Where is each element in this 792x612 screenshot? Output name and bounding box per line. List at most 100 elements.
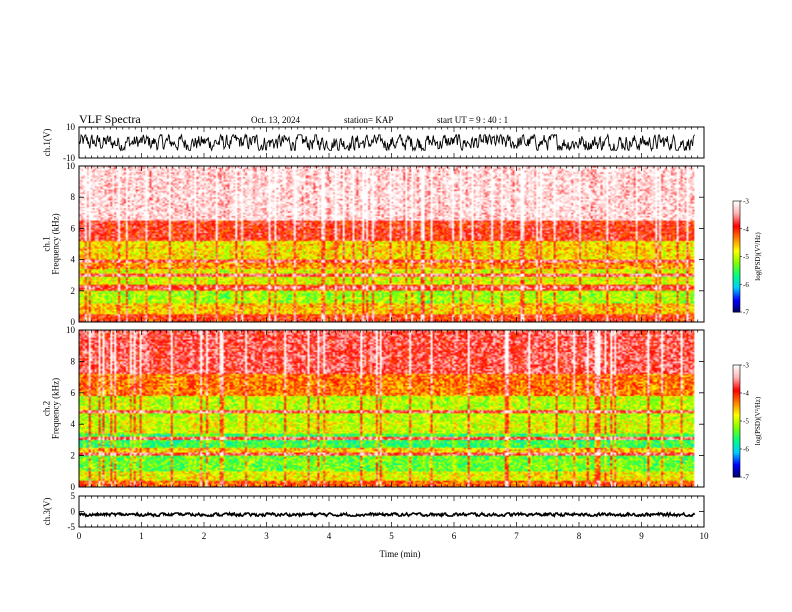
x-tick-label: 2 — [202, 531, 207, 541]
colorbar-swatch — [733, 473, 740, 476]
colorbar-swatch — [733, 286, 740, 289]
colorbar-swatch — [733, 219, 740, 222]
y-axis-label: ch.1 — [42, 236, 52, 251]
colorbar-tick-label: -4 — [743, 225, 749, 233]
colorbar-swatch — [733, 394, 740, 398]
colorbar-swatch — [733, 409, 740, 413]
colorbar-swatch — [733, 422, 740, 426]
colorbar-swatch — [733, 275, 740, 278]
colorbar-swatch — [733, 265, 740, 269]
figure-title: VLF Spectra — [79, 112, 141, 126]
colorbar-swatch — [733, 421, 740, 424]
colorbar-swatch — [733, 204, 740, 208]
colorbar-tick-label: -3 — [743, 198, 749, 206]
ch2-spectrogram-panel: 0 2 4 6 8 10 ch.2 Frequency (kHz) — [42, 325, 705, 492]
colorbar-swatch — [733, 389, 740, 392]
colorbar-swatch — [733, 439, 740, 443]
y-axis-label: Frequency (kHz) — [51, 378, 61, 439]
colorbar-swatch — [733, 469, 740, 472]
colorbar-label: log(PSD)(V²/Hz) — [754, 232, 762, 281]
y-tick-label: 4 — [71, 419, 76, 429]
colorbar-tick-label: -6 — [743, 446, 749, 454]
colorbar-swatch — [733, 245, 740, 248]
colorbar-swatch — [733, 228, 740, 232]
colorbar-tick-label: -4 — [743, 390, 749, 398]
colorbar-swatch — [733, 406, 740, 409]
x-tick-label: 8 — [577, 531, 582, 541]
colorbar-swatch — [733, 293, 740, 296]
colorbar-swatch — [733, 249, 740, 252]
y-axis-label: ch.1(V) — [42, 129, 52, 157]
colorbar-swatch — [733, 370, 740, 373]
colorbar-swatch — [733, 376, 740, 379]
spectrogram-heatmap — [79, 166, 704, 322]
colorbar-swatch — [733, 407, 740, 411]
colorbar-swatch — [733, 426, 740, 429]
ch1-spectrogram-panel: 0 2 4 6 8 10 ch.1 Frequency (kHz) — [42, 161, 705, 327]
colorbar-swatch — [733, 236, 740, 239]
x-tick-label: 9 — [639, 531, 644, 541]
x-tick-label: 3 — [264, 531, 269, 541]
y-tick-label: 6 — [71, 223, 76, 233]
colorbar-swatch — [733, 310, 740, 313]
colorbar-swatch — [733, 260, 740, 263]
colorbar-swatch — [733, 297, 740, 300]
colorbar-swatch — [733, 434, 740, 437]
colorbar-tick-label: -6 — [743, 281, 749, 289]
waveform-series-line — [78, 511, 696, 518]
y-tick-label: 10 — [66, 325, 76, 335]
colorbar-swatch — [733, 252, 740, 256]
colorbar-swatch — [733, 238, 740, 241]
colorbar-swatch — [733, 258, 740, 261]
colorbar-swatch — [733, 221, 740, 224]
x-axis-label: Time (min) — [380, 549, 421, 559]
colorbar-swatch — [733, 247, 740, 250]
colorbar-swatch — [733, 456, 740, 459]
colorbar-swatch — [733, 413, 740, 416]
colorbar-swatch — [733, 291, 740, 294]
colorbar-swatch — [733, 271, 740, 274]
colorbar-swatch — [733, 208, 740, 211]
colorbar-swatch — [733, 254, 740, 257]
colorbar-swatch — [733, 241, 740, 245]
colorbar-label: log(PSD)(V²/Hz) — [754, 396, 762, 445]
y-tick-label: 5 — [71, 491, 76, 501]
colorbar-swatch — [733, 278, 740, 282]
colorbar-swatch — [733, 441, 740, 444]
colorbar-swatch — [733, 393, 740, 396]
colorbar-tick-label: -7 — [743, 474, 749, 482]
colorbar-swatch — [733, 284, 740, 287]
colorbar-swatch — [733, 230, 740, 233]
colorbar-tick-label: -3 — [743, 362, 749, 370]
colorbar-swatch — [733, 295, 740, 298]
colorbar-swatch — [733, 443, 740, 446]
y-tick-label: 2 — [71, 286, 76, 296]
colorbar-swatch — [733, 402, 740, 405]
y-axis-label: ch.2 — [42, 401, 52, 416]
colorbar-swatch — [733, 234, 740, 237]
colorbar-swatch — [733, 210, 740, 213]
waveform-series-line — [78, 133, 695, 152]
colorbar-swatch — [733, 280, 740, 283]
colorbar-swatch — [733, 435, 740, 439]
x-tick-label: 7 — [514, 531, 519, 541]
colorbar-swatch — [733, 232, 740, 235]
x-tick-label: 6 — [452, 531, 457, 541]
colorbar-swatch — [733, 267, 740, 270]
colorbar-swatch — [733, 467, 740, 471]
x-tick-label: 10 — [700, 531, 710, 541]
colorbar-swatch — [733, 374, 740, 377]
colorbar-swatch — [733, 419, 740, 422]
colorbar-swatch — [733, 243, 740, 246]
colorbar-swatch — [733, 366, 740, 370]
y-axis-label: Frequency (kHz) — [51, 213, 61, 274]
colorbar-swatch — [733, 383, 740, 387]
y-tick-label: -5 — [68, 522, 76, 532]
colorbar-swatch — [733, 471, 740, 474]
colorbar-swatch — [733, 465, 740, 469]
y-tick-label: 0 — [71, 317, 76, 327]
header-date: Oct. 13, 2024 — [251, 115, 300, 125]
colorbar-swatch — [733, 276, 740, 280]
colorbar-swatch — [733, 372, 740, 375]
colorbar-swatch — [733, 226, 740, 230]
